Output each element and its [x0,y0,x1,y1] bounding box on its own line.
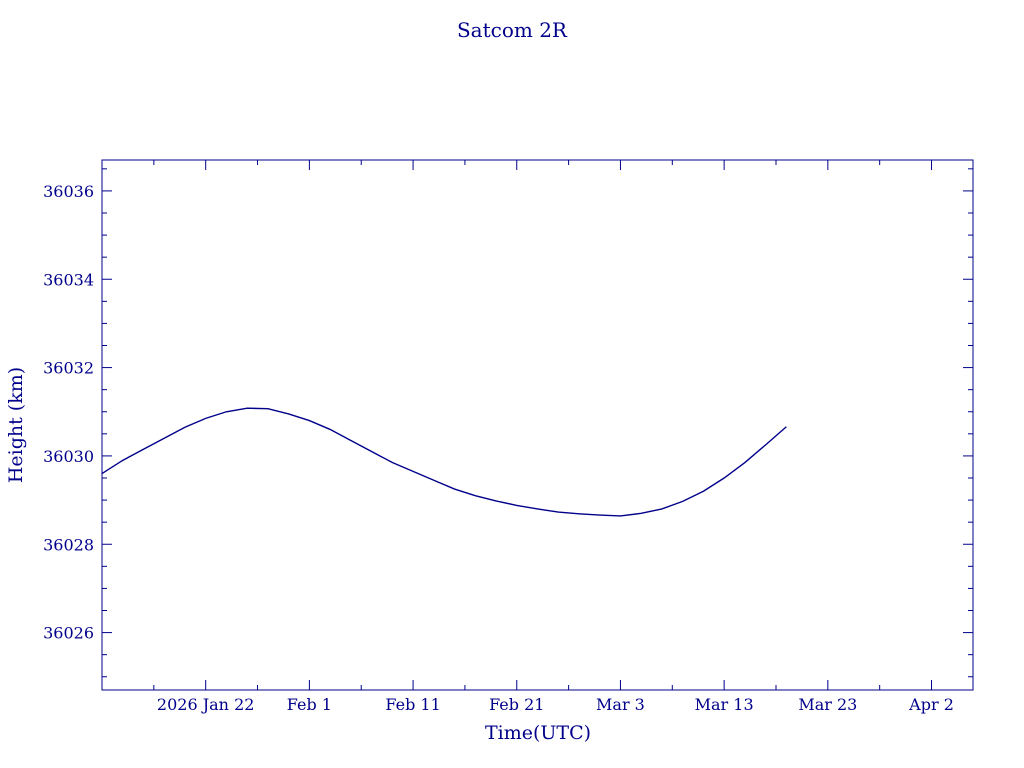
y-tick-label: 36036 [43,182,94,201]
plot-frame [101,159,974,691]
y-tick-label: 36034 [43,270,94,289]
x-axis-ticks [101,160,933,690]
y-axis-tick-labels: 36026 36028 36030 36032 36034 36036 [43,182,94,643]
x-tick-label: Mar 13 [695,695,754,714]
chart-title: Satcom 2R [457,18,568,42]
x-tick-label: Feb 11 [385,695,440,714]
y-tick-label: 36032 [43,359,94,378]
x-tick-label: Feb 1 [287,695,332,714]
x-tick-label: Mar 23 [798,695,857,714]
y-tick-label: 36028 [43,535,94,554]
x-tick-label: Feb 21 [489,695,544,714]
x-tick-label: Apr 2 [908,695,954,714]
x-tick-label: Mar 3 [596,695,645,714]
y-axis-label: Height (km) [5,367,27,483]
y-tick-label: 36030 [43,447,94,466]
height-series-line [101,407,787,517]
x-axis-label: Time(UTC) [485,722,591,744]
y-tick-label: 36026 [43,624,94,643]
x-tick-label: 2026 Jan 22 [157,695,255,714]
y-axis-ticks [102,168,973,678]
x-axis-tick-labels: 2026 Jan 22 Feb 1 Feb 11 Feb 21 Mar 3 Mar 13 M… [157,695,954,714]
